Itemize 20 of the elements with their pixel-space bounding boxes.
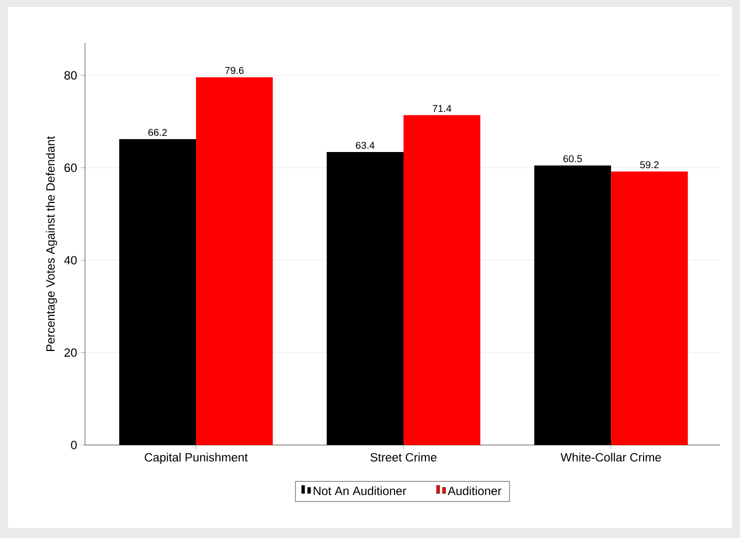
legend-label: Not An Auditioner: [314, 486, 406, 496]
data-label: 66.2: [148, 128, 167, 136]
x-tick-label: White-Collar Crime: [560, 452, 661, 462]
data-label: 63.4: [356, 142, 375, 149]
y-tick-label: 20: [64, 348, 77, 357]
bar: [611, 171, 688, 445]
y-tick-label: 60: [64, 164, 77, 172]
y-axis-title: Percentage Votes Against the Defendant: [46, 136, 58, 352]
x-tick-label: Street Crime: [370, 452, 437, 462]
legend-label: Auditioner: [448, 486, 502, 496]
y-tick-label: 0: [71, 440, 77, 450]
data-label: 79.6: [225, 66, 244, 74]
bar: [404, 115, 480, 445]
data-label: 59.2: [640, 161, 659, 168]
data-label: 71.4: [432, 105, 452, 112]
y-tick-label: 80: [64, 71, 77, 80]
y-tick-label: 40: [64, 256, 77, 264]
x-tick-label: Capital Punishment: [144, 452, 248, 464]
data-label: 60.5: [563, 155, 582, 162]
bar: [196, 77, 273, 445]
